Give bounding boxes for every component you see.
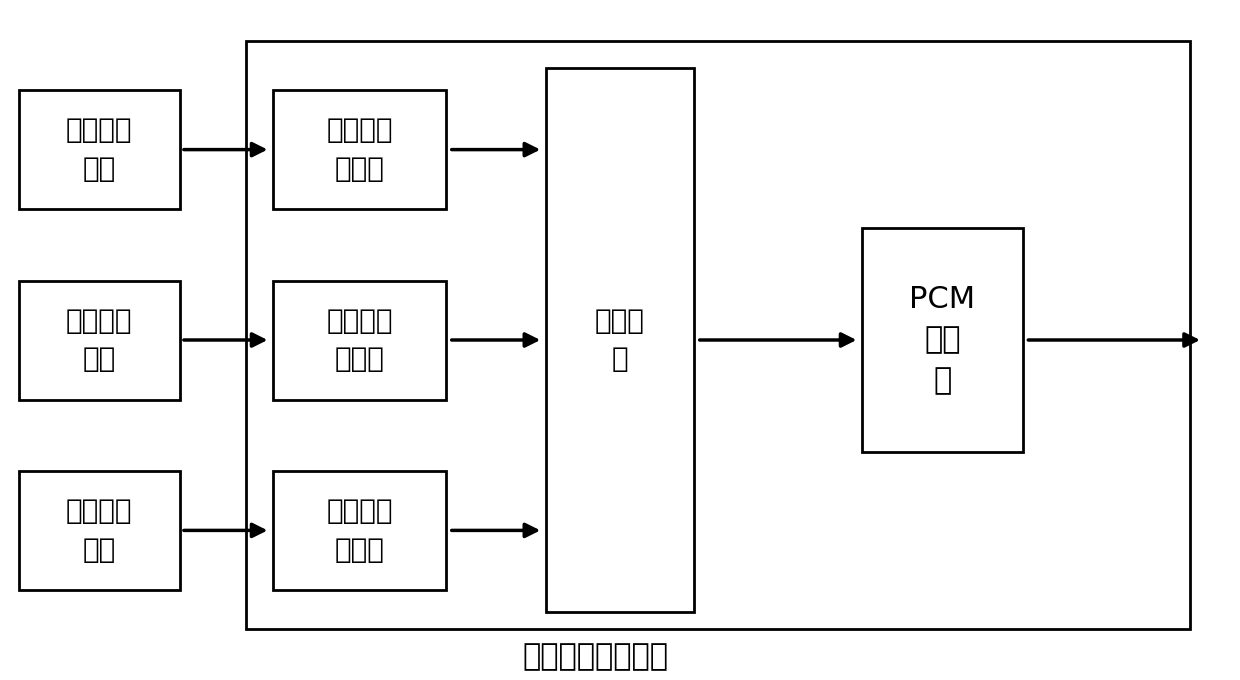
Text: PCM
编码
器: PCM 编码 器 (909, 285, 976, 395)
Bar (273, 471, 446, 590)
Bar (546, 68, 694, 612)
Bar (246, 41, 1190, 629)
Text: 第三光感
应器: 第三光感 应器 (66, 497, 133, 564)
Text: 微处理
器: 微处理 器 (595, 307, 645, 373)
Text: 第二模拟
转换器: 第二模拟 转换器 (326, 307, 393, 373)
Bar (273, 281, 446, 400)
Bar (19, 281, 180, 400)
Text: 第一模数
转换器: 第一模数 转换器 (326, 116, 393, 183)
Text: 第二光感
应器: 第二光感 应器 (66, 307, 133, 373)
Bar (862, 228, 1023, 452)
Text: 第一光感
应器: 第一光感 应器 (66, 116, 133, 183)
Text: 图像信号处理单元: 图像信号处理单元 (522, 642, 668, 670)
Text: 第三模数
转换器: 第三模数 转换器 (326, 497, 393, 564)
Bar (273, 90, 446, 209)
Bar (19, 90, 180, 209)
Bar (19, 471, 180, 590)
